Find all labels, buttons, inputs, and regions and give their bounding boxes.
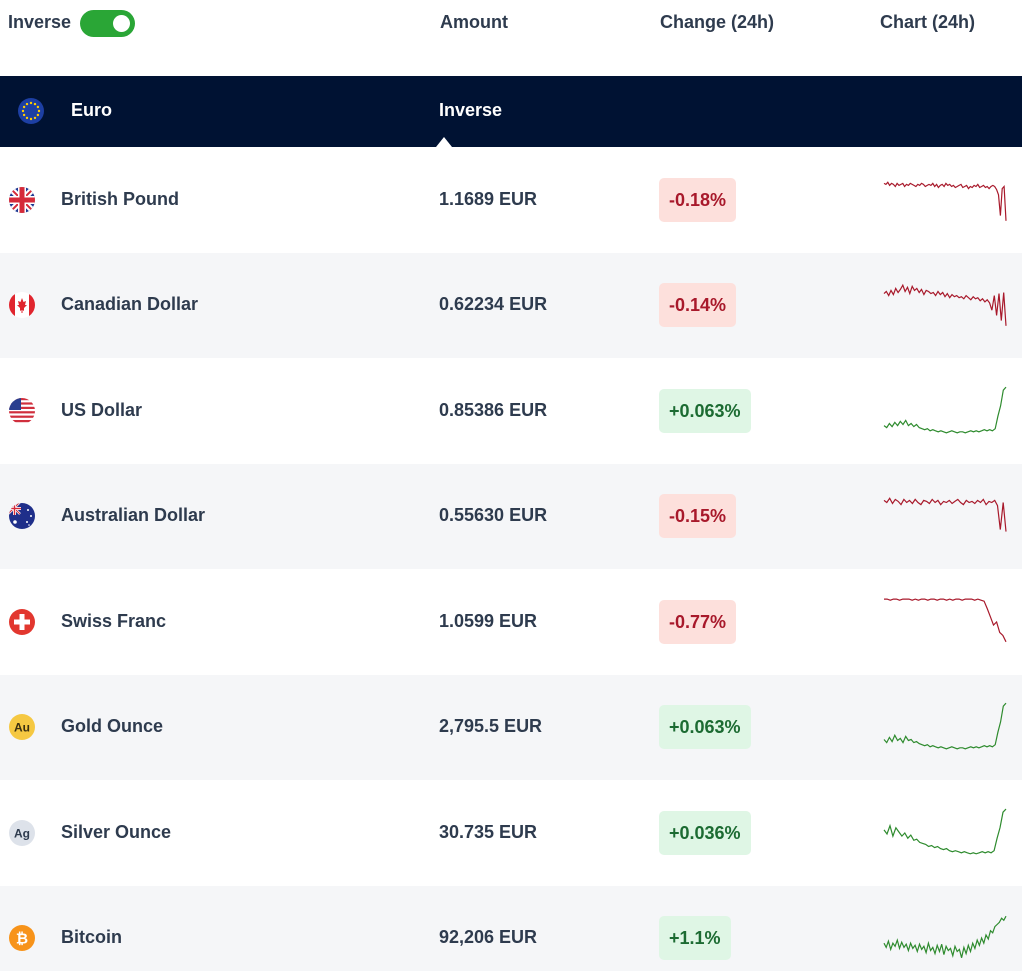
sparkline-chart[interactable] [880, 486, 1010, 546]
currency-name[interactable]: Gold Ounce [61, 716, 164, 737]
toggle-knob [113, 15, 130, 32]
currency-name[interactable]: British Pound [61, 188, 179, 209]
change-badge: +0.063% [659, 705, 751, 750]
currency-name[interactable]: US Dollar [61, 399, 143, 420]
sparkline-line [883, 702, 1007, 750]
sparkline-line [883, 386, 1007, 434]
change-badge: -0.77% [659, 599, 737, 644]
sparkline-chart[interactable] [880, 275, 1010, 335]
sparkline-chart[interactable] [880, 592, 1010, 652]
canada-flag-icon [9, 292, 35, 319]
table-row[interactable]: Australian Dollar 0.55630 EUR -0.15% [0, 463, 1022, 569]
currency-amount: 0.62234 EUR [439, 294, 548, 315]
sparkline-chart[interactable] [880, 908, 1010, 968]
table-row[interactable]: Ag Silver Ounce 30.735 EUR +0.036% [0, 780, 1022, 886]
currency-amount: 0.85386 EUR [439, 399, 548, 420]
change-badge: +1.1% [659, 916, 731, 961]
svg-text:₿: ₿ [16, 930, 28, 948]
currency-name[interactable]: Australian Dollar [61, 505, 206, 526]
caret-pointer [436, 137, 452, 147]
sparkline-chart[interactable] [880, 803, 1010, 863]
currency-name[interactable]: Swiss Franc [61, 610, 167, 631]
currency-amount: 1.1689 EUR [439, 188, 538, 209]
bitcoin-icon: ₿ [9, 925, 35, 952]
sparkline-chart[interactable] [880, 697, 1010, 757]
svg-text:Ag: Ag [14, 826, 30, 840]
sparkline-line [883, 808, 1007, 855]
currency-name[interactable]: Bitcoin [61, 927, 122, 948]
sparkline-line [884, 598, 1007, 642]
sparkline-line [883, 497, 1007, 532]
currency-amount: 92,206 EUR [439, 927, 538, 948]
sparkline-line [883, 916, 1007, 959]
change-badge: -0.18% [659, 177, 737, 222]
inverse-label: Inverse [8, 12, 72, 32]
chart-column-header: Chart (24h) [880, 12, 976, 32]
sparkline-line [883, 284, 1007, 327]
sparkline-line [883, 181, 1007, 221]
table-header: Inverse Amount Change (24h) Chart (24h) [0, 0, 1022, 48]
amount-column-header: Amount [440, 12, 508, 32]
base-currency-name[interactable]: Euro [71, 100, 113, 120]
base-currency-bar [0, 76, 1022, 147]
silver-ag-icon: Ag [9, 819, 35, 846]
eu-flag-icon [18, 98, 44, 124]
currency-amount: 2,795.5 EUR [439, 716, 543, 737]
gold-au-icon: Au [9, 714, 35, 741]
currency-amount: 1.0599 EUR [439, 610, 538, 631]
sparkline-chart[interactable] [880, 381, 1010, 441]
change-badge: +0.036% [659, 810, 751, 855]
swiss-flag-icon [9, 608, 35, 635]
table-row[interactable]: US Dollar 0.85386 EUR +0.063% [0, 358, 1022, 464]
change-badge: -0.14% [659, 283, 737, 328]
us-flag-icon [9, 397, 35, 424]
table-row[interactable]: ₿ Bitcoin 92,206 EUR +1.1% [0, 885, 1022, 971]
change-badge: +0.063% [659, 388, 751, 433]
change-column-header: Change (24h) [660, 12, 775, 32]
base-mode-label: Inverse [439, 100, 503, 120]
currency-name[interactable]: Silver Ounce [61, 821, 172, 842]
currency-name[interactable]: Canadian Dollar [61, 294, 199, 315]
currency-list: British Pound 1.1689 EUR -0.18% Canadian… [0, 147, 1022, 971]
currency-amount: 0.55630 EUR [439, 505, 548, 526]
change-badge: -0.15% [659, 494, 737, 539]
sparkline-chart[interactable] [880, 170, 1010, 230]
australia-flag-icon [9, 503, 35, 530]
inverse-toggle[interactable] [80, 10, 135, 37]
table-row[interactable]: British Pound 1.1689 EUR -0.18% [0, 147, 1022, 253]
table-row[interactable]: Canadian Dollar 0.62234 EUR -0.14% [0, 252, 1022, 358]
table-row[interactable]: Au Gold Ounce 2,795.5 EUR +0.063% [0, 674, 1022, 780]
currency-amount: 30.735 EUR [439, 821, 538, 842]
table-row[interactable]: Swiss Franc 1.0599 EUR -0.77% [0, 569, 1022, 675]
uk-flag-icon [9, 186, 35, 213]
svg-text:Au: Au [14, 721, 30, 735]
